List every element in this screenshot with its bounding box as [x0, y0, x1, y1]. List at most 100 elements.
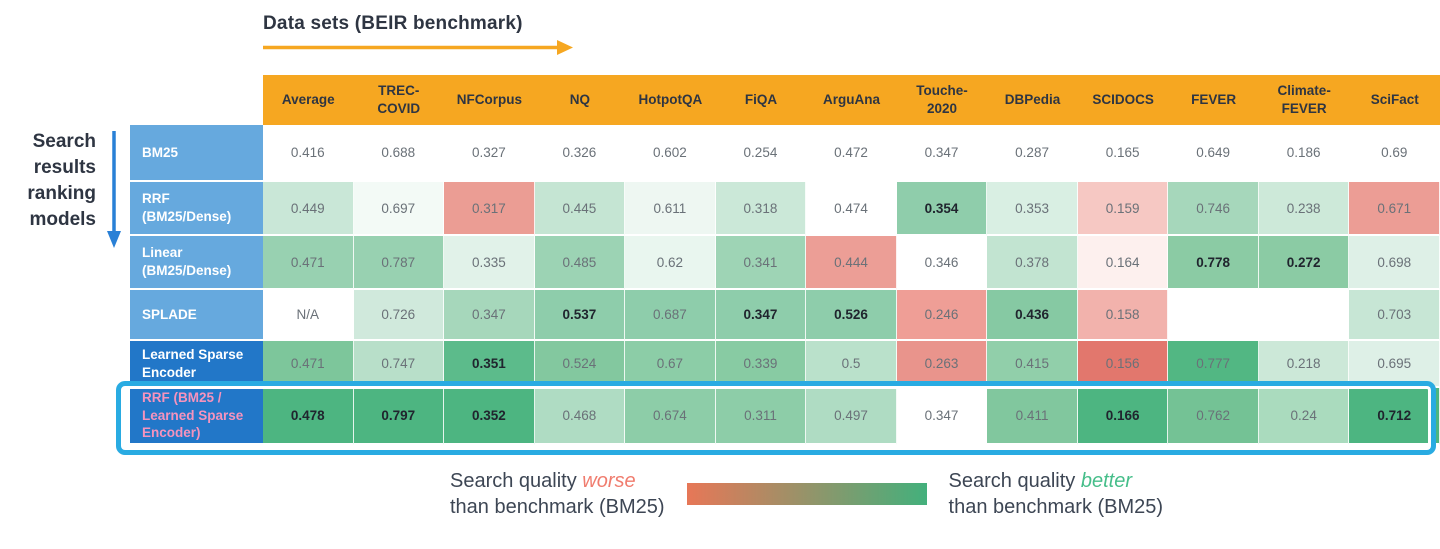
- row-label: Linear (BM25/Dense): [130, 236, 263, 290]
- heatmap-cell: 0.347: [715, 290, 807, 341]
- row-label: Learned Sparse Encoder: [130, 341, 263, 388]
- heatmap-cell: 0.272: [1258, 236, 1350, 290]
- heatmap-cell: 0.246: [896, 290, 988, 341]
- heatmap-cell: 0.238: [1258, 182, 1350, 236]
- heatmap-cell: 0.468: [534, 388, 626, 445]
- heatmap-cell: 0.611: [625, 182, 716, 236]
- models-axis: Search results ranking models: [6, 129, 122, 249]
- right-arrow-icon: [263, 40, 573, 55]
- heatmap-cell: 0.352: [444, 388, 535, 445]
- heatmap-cell: [1168, 290, 1259, 341]
- heatmap-cell: 0.341: [715, 236, 807, 290]
- column-header: FEVER: [1168, 75, 1259, 125]
- heatmap-cell: 0.158: [1077, 290, 1169, 341]
- column-header: Touche-2020: [896, 75, 988, 125]
- heatmap-cell: 0.411: [987, 388, 1078, 445]
- heatmap-cell: 0.347: [444, 290, 535, 341]
- column-header: NFCorpus: [444, 75, 535, 125]
- heatmap-cell: 0.746: [1168, 182, 1259, 236]
- heatmap-cell: 0.797: [353, 388, 445, 445]
- heatmap-cell: 0.335: [444, 236, 535, 290]
- heatmap-cell: 0.165: [1077, 125, 1169, 182]
- legend-better-word: better: [1080, 470, 1132, 492]
- heatmap-cell: 0.24: [1258, 388, 1350, 445]
- heatmap-cell: 0.353: [987, 182, 1078, 236]
- grid-corner: [130, 75, 263, 125]
- row-label: BM25: [130, 125, 263, 182]
- row-label: RRF (BM25/Dense): [130, 182, 263, 236]
- heatmap-cell: 0.218: [1258, 341, 1350, 388]
- heatmap-cell: 0.472: [806, 125, 897, 182]
- heatmap-cell: N/A: [263, 290, 354, 341]
- heatmap-cell: 0.478: [263, 388, 354, 445]
- heatmap-cell: 0.526: [806, 290, 897, 341]
- legend-worse-text: Search quality worse than benchmark (BM2…: [450, 470, 665, 519]
- datasets-axis-title: Data sets (BEIR benchmark): [263, 13, 523, 34]
- heatmap-cell: 0.695: [1349, 341, 1440, 388]
- heatmap-cell: 0.156: [1077, 341, 1169, 388]
- column-header: Average: [263, 75, 354, 125]
- heatmap-cell: 0.524: [534, 341, 626, 388]
- heatmap-cell: 0.339: [715, 341, 807, 388]
- column-header: ArguAna: [806, 75, 897, 125]
- heatmap-cell: 0.311: [715, 388, 807, 445]
- heatmap-cell: 0.351: [444, 341, 535, 388]
- heatmap-cell: 0.471: [263, 341, 354, 388]
- heatmap-cell: 0.449: [263, 182, 354, 236]
- heatmap-cell: 0.471: [263, 236, 354, 290]
- heatmap-cell: 0.445: [534, 182, 626, 236]
- heatmap-cell: 0.787: [353, 236, 445, 290]
- heatmap-cell: 0.726: [353, 290, 445, 341]
- heatmap-cell: 0.674: [625, 388, 716, 445]
- legend-gradient-bar: [686, 483, 927, 506]
- heatmap-cell: 0.354: [896, 182, 988, 236]
- row-label: SPLADE: [130, 290, 263, 341]
- down-arrow-icon: [107, 131, 121, 248]
- heatmap-cell: 0.697: [353, 182, 445, 236]
- heatmap-cell: 0.159: [1077, 182, 1169, 236]
- heatmap-cell: 0.254: [715, 125, 807, 182]
- heatmap-cell: 0.5: [806, 341, 897, 388]
- heatmap-cell: 0.346: [896, 236, 988, 290]
- legend-worse-word: worse: [582, 470, 636, 492]
- color-legend: Search quality worse than benchmark (BM2…: [450, 468, 1163, 521]
- column-header: NQ: [534, 75, 626, 125]
- heatmap-cell: 0.263: [896, 341, 988, 388]
- heatmap-cell: 0.166: [1077, 388, 1169, 445]
- heatmap-cell: 0.378: [987, 236, 1078, 290]
- legend-better-text: Search quality better than benchmark (BM…: [948, 470, 1164, 519]
- column-header: SCIDOCS: [1077, 75, 1169, 125]
- heatmap-cell: 0.777: [1168, 341, 1259, 388]
- column-header: Climate-FEVER: [1258, 75, 1350, 125]
- heatmap-cell: 0.703: [1349, 290, 1440, 341]
- heatmap-cell: 0.712: [1349, 388, 1440, 445]
- heatmap-grid: Average TREC-COVID NFCorpus NQ HotpotQA FiQA A…: [130, 75, 1440, 445]
- heatmap-cell: 0.485: [534, 236, 626, 290]
- heatmap-cell: 0.687: [625, 290, 716, 341]
- datasets-axis: Data sets (BEIR benchmark): [263, 13, 573, 55]
- heatmap-cell: 0.762: [1168, 388, 1259, 445]
- heatmap-cell: 0.318: [715, 182, 807, 236]
- heatmap-cell: 0.416: [263, 125, 354, 182]
- column-header: HotpotQA: [625, 75, 716, 125]
- heatmap-cell: 0.186: [1258, 125, 1350, 182]
- heatmap-cell: 0.688: [353, 125, 445, 182]
- heatmap-cell: 0.62: [625, 236, 716, 290]
- models-axis-title: Search results ranking models: [27, 131, 96, 231]
- heatmap-cell: 0.67: [625, 341, 716, 388]
- heatmap-cell: 0.287: [987, 125, 1078, 182]
- heatmap-cell: 0.497: [806, 388, 897, 445]
- heatmap-cell: 0.69: [1349, 125, 1440, 182]
- heatmap-cell: 0.602: [625, 125, 716, 182]
- heatmap-cell: 0.698: [1349, 236, 1440, 290]
- heatmap-cell: 0.415: [987, 341, 1078, 388]
- heatmap-cell: 0.327: [444, 125, 535, 182]
- heatmap-cell: 0.474: [806, 182, 897, 236]
- heatmap-cell: 0.317: [444, 182, 535, 236]
- heatmap-cell: 0.436: [987, 290, 1078, 341]
- column-header: TREC-COVID: [353, 75, 445, 125]
- column-header: SciFact: [1349, 75, 1440, 125]
- column-header: DBPedia: [987, 75, 1078, 125]
- heatmap-cell: 0.671: [1349, 182, 1440, 236]
